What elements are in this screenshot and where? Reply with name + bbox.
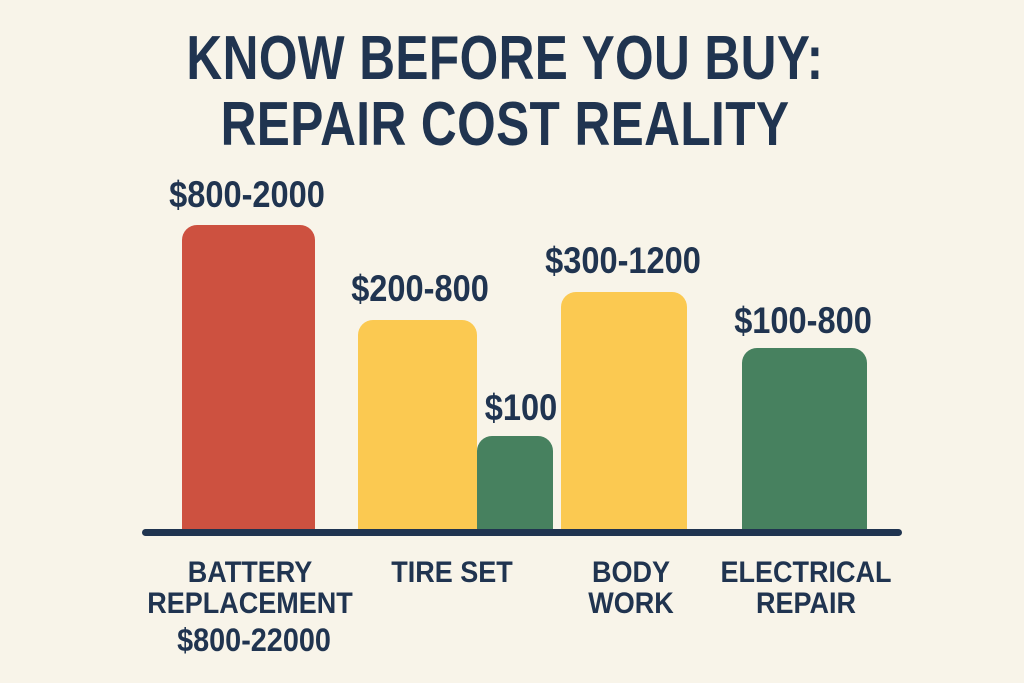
value-label-body-work: $300-1200 [545, 240, 701, 281]
bar-100 [477, 436, 553, 533]
value-label-tire-set: $200-800 [351, 268, 489, 309]
bar-electrical-repair [742, 348, 867, 533]
x-label-line: WORK [588, 587, 674, 620]
x-label-body-work: BODY WORK [588, 557, 673, 619]
chart-title-line-1: KNOW BEFORE YOU BUY: [186, 24, 824, 93]
x-label-line: TIRE SET [391, 556, 513, 589]
x-label-line: BATTERY [187, 556, 313, 589]
chart-title-line-2: REPAIR COST REALITY [220, 90, 790, 159]
value-label-100: $100 [484, 387, 558, 428]
bar-tire-set [358, 320, 477, 533]
value-label-battery-replacement: $800-2000 [169, 174, 325, 215]
x-label-electrical-repair: ELECTRICAL REPAIR [721, 557, 892, 619]
x-sublabel-battery-replacement: $800-22000 [177, 622, 331, 658]
x-label-line: REPLACEMENT [147, 587, 353, 620]
chart-title: KNOW BEFORE YOU BUY: REPAIR COST REALITY [0, 26, 1010, 158]
bar-body-work [561, 292, 687, 533]
x-label-line: ELECTRICAL [720, 556, 892, 589]
x-axis-line [142, 529, 902, 536]
value-label-electrical-repair: $100-800 [734, 300, 872, 341]
bar-battery-replacement [182, 225, 315, 533]
x-label-line: BODY [591, 556, 671, 589]
x-label-battery-replacement: BATTERY REPLACEMENT [147, 557, 353, 619]
x-label-line: REPAIR [755, 587, 857, 620]
x-label-tire-set: TIRE SET [391, 557, 513, 588]
